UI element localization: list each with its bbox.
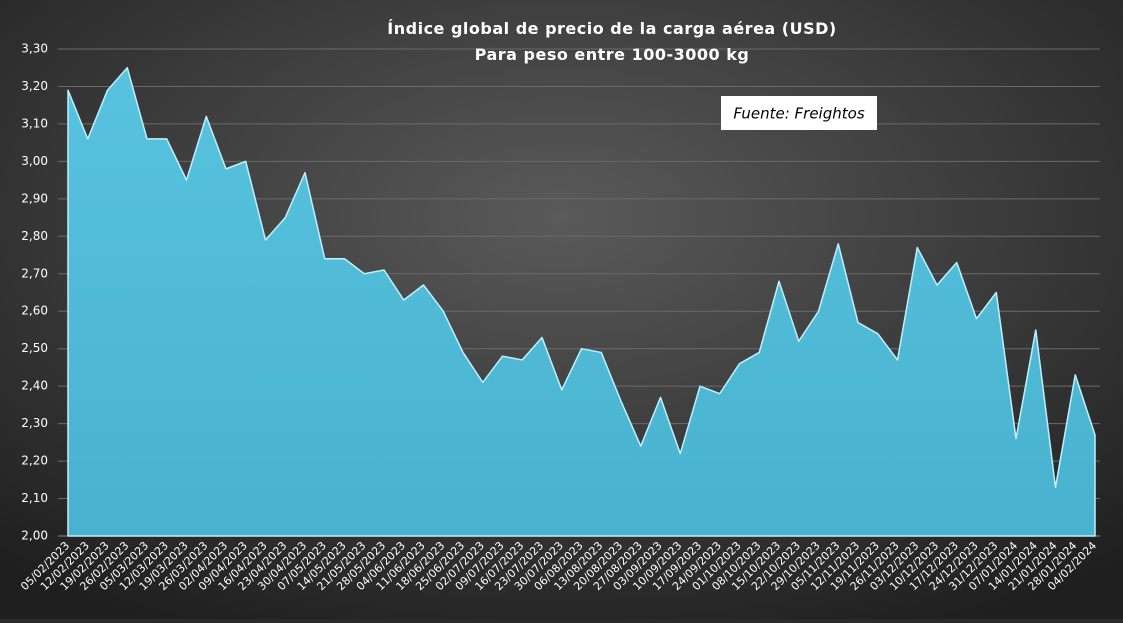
y-tick-label: 2,70 xyxy=(21,266,48,280)
y-tick-label: 2,10 xyxy=(21,491,48,505)
chart-title: Índice global de precio de la carga aére… xyxy=(387,19,836,38)
y-tick-label: 2,80 xyxy=(21,229,48,243)
y-tick-label: 2,90 xyxy=(21,191,48,205)
area xyxy=(67,66,1096,537)
y-tick-label: 3,00 xyxy=(21,154,48,168)
y-tick-label: 2,60 xyxy=(21,304,48,318)
y-tick-label: 3,10 xyxy=(21,116,48,130)
y-tick-label: 3,20 xyxy=(21,79,48,93)
chart-subtitle: Para peso entre 100-3000 kg xyxy=(475,45,750,64)
y-tick-label: 2,00 xyxy=(21,529,48,543)
y-tick-label: 2,20 xyxy=(21,454,48,468)
annotation-box xyxy=(721,96,877,130)
y-tick-label: 2,40 xyxy=(21,379,48,393)
y-tick-label: 2,50 xyxy=(21,341,48,355)
annotation: Fuente: Freightos xyxy=(733,105,864,123)
y-tick-label: 2,30 xyxy=(21,416,48,430)
y-tick-label: 3,30 xyxy=(21,42,48,56)
